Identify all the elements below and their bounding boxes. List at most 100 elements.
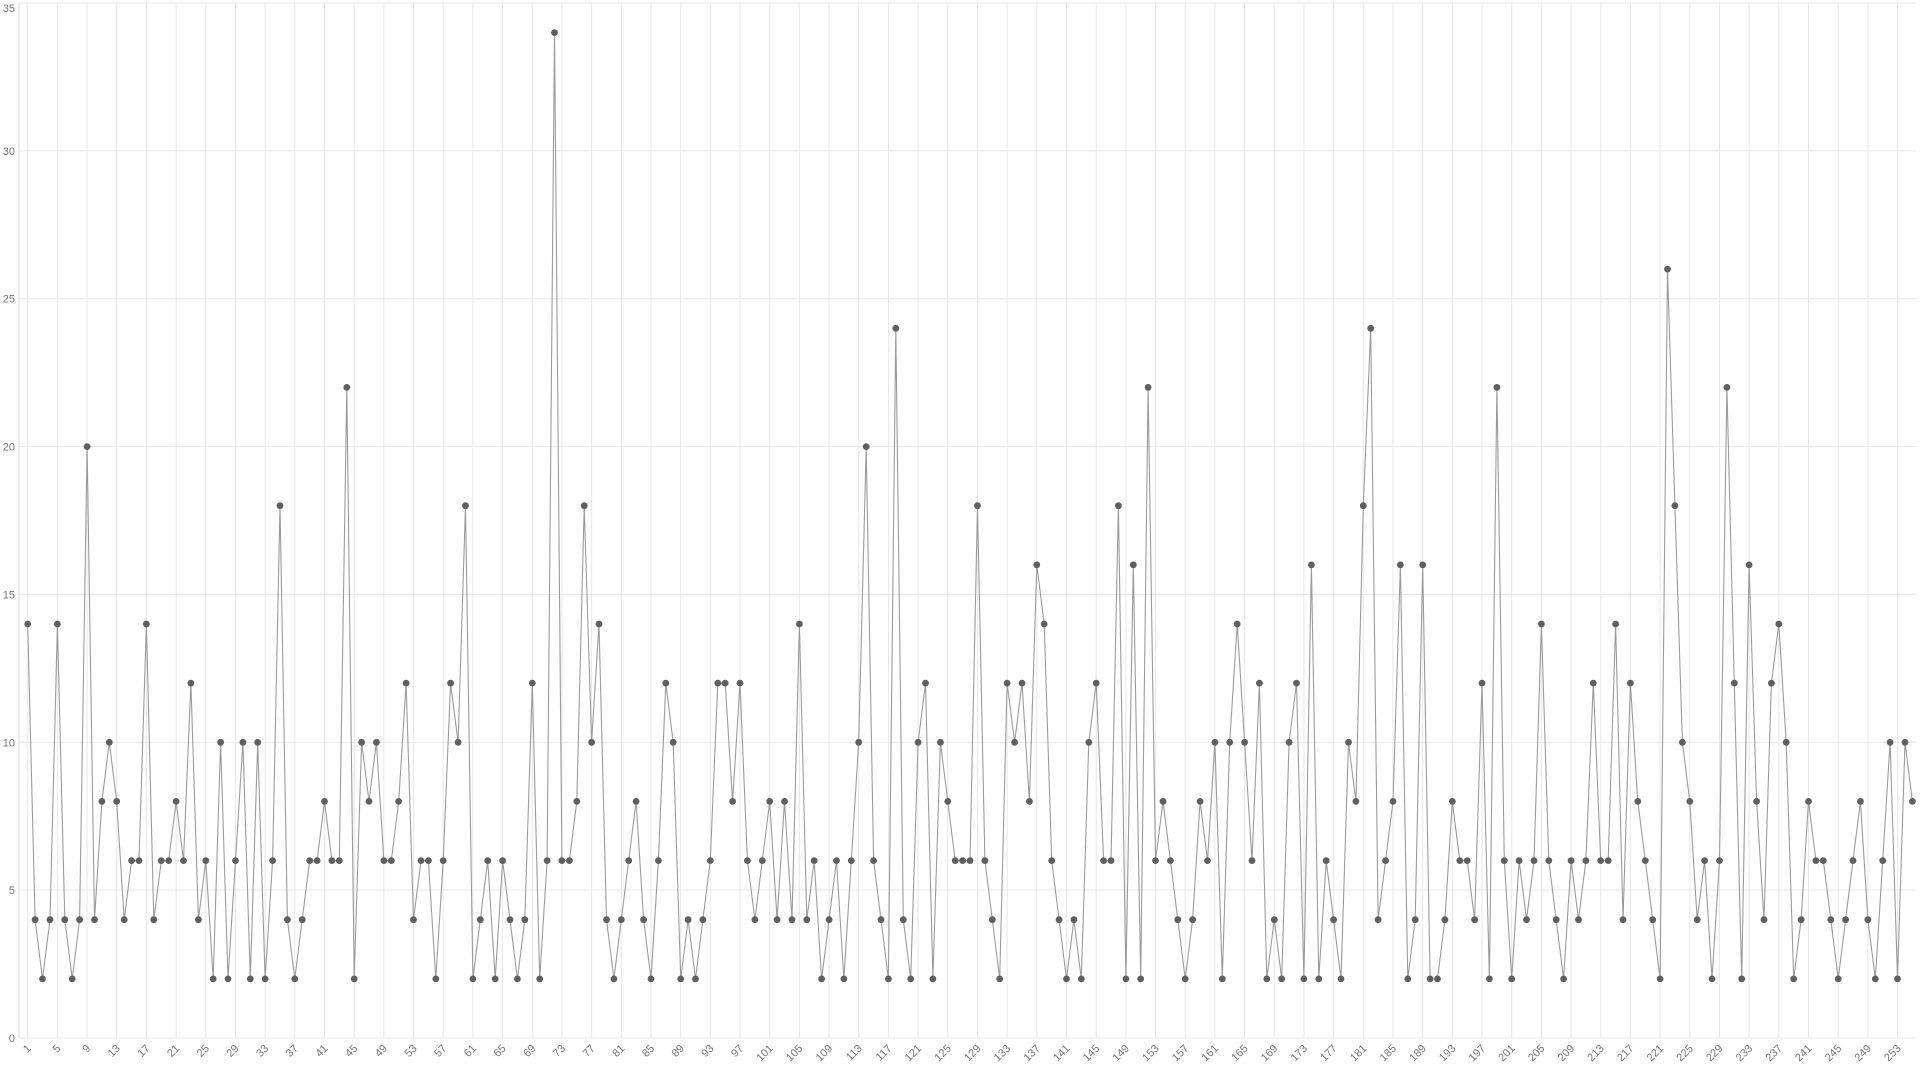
data-point: [1085, 738, 1093, 746]
data-point: [810, 857, 818, 864]
data-point: [1382, 857, 1389, 864]
data-point: [981, 857, 989, 864]
data-point: [1107, 857, 1115, 864]
data-point: [1248, 857, 1256, 864]
data-point: [692, 975, 699, 983]
data-point: [1871, 975, 1879, 983]
data-point: [328, 857, 336, 864]
data-point: [24, 620, 32, 628]
data-point: [365, 798, 373, 805]
data-point: [1167, 857, 1174, 864]
data-point: [76, 916, 83, 924]
data-point: [1448, 798, 1456, 805]
data-point: [1857, 798, 1864, 805]
data-point: [447, 679, 454, 687]
data-point: [551, 29, 558, 36]
data-point: [662, 679, 670, 687]
data-point: [892, 324, 900, 332]
data-point: [1441, 916, 1449, 924]
data-point: [781, 798, 788, 805]
data-point: [632, 798, 640, 805]
data-point: [1909, 798, 1916, 805]
data-point: [1790, 975, 1798, 983]
data-point: [840, 975, 848, 983]
data-point: [1834, 975, 1842, 983]
data-point: [1723, 384, 1731, 391]
data-point: [773, 916, 781, 924]
data-point: [387, 857, 395, 864]
data-point: [1671, 502, 1679, 510]
y-tick-label: 35: [3, 3, 15, 15]
data-point: [46, 916, 54, 924]
data-point: [39, 975, 46, 983]
data-point: [1819, 857, 1827, 864]
data-point: [1196, 798, 1204, 805]
data-point: [432, 975, 440, 983]
data-point: [291, 975, 299, 983]
data-point: [1315, 975, 1323, 983]
data-point: [1486, 975, 1493, 983]
data-point: [1612, 620, 1619, 628]
y-tick-label: 0: [9, 1033, 15, 1045]
data-point: [744, 857, 751, 864]
data-point: [1797, 916, 1805, 924]
data-point: [1322, 857, 1330, 864]
data-point: [766, 798, 774, 805]
data-point: [1538, 620, 1545, 628]
data-point: [1359, 502, 1367, 510]
data-point: [1159, 798, 1167, 805]
data-point: [536, 975, 544, 983]
data-point: [521, 916, 529, 924]
data-point: [937, 738, 944, 746]
data-point: [899, 916, 907, 924]
data-point: [410, 916, 417, 924]
data-point: [877, 916, 885, 924]
data-point: [855, 738, 863, 746]
data-point: [1730, 679, 1738, 687]
data-point: [1181, 975, 1189, 983]
data-point: [1115, 502, 1122, 510]
data-point: [870, 857, 877, 864]
data-point: [1293, 679, 1300, 687]
data-point: [907, 975, 915, 983]
data-point: [595, 620, 603, 628]
data-point: [128, 857, 136, 864]
data-point: [1204, 857, 1211, 864]
data-point: [1374, 916, 1382, 924]
data-point: [135, 857, 143, 864]
data-point: [1901, 738, 1909, 746]
data-point: [818, 975, 825, 983]
data-point: [1649, 916, 1657, 924]
data-point: [499, 857, 506, 864]
data-point: [1352, 798, 1360, 805]
data-point: [1152, 857, 1159, 864]
data-point: [1693, 916, 1701, 924]
data-point: [239, 738, 247, 746]
data-point: [647, 975, 655, 983]
data-point: [1226, 738, 1234, 746]
data-point: [1701, 857, 1708, 864]
data-point: [1627, 679, 1634, 687]
data-point: [669, 738, 677, 746]
data-point: [803, 916, 811, 924]
data-point: [959, 857, 966, 864]
data-point: [758, 857, 766, 864]
data-point: [543, 857, 551, 864]
data-point: [1137, 975, 1145, 983]
data-point: [462, 502, 469, 510]
data-point: [655, 857, 662, 864]
data-point: [1768, 679, 1775, 687]
data-point: [246, 975, 254, 983]
data-point: [944, 798, 952, 805]
data-point: [862, 443, 870, 450]
data-point: [417, 857, 425, 864]
data-point: [1560, 975, 1567, 983]
data-point: [1026, 798, 1033, 805]
data-point: [610, 975, 618, 983]
data-point: [1003, 679, 1011, 687]
data-point: [1478, 679, 1486, 687]
data-point: [996, 975, 1004, 983]
data-point: [1589, 679, 1597, 687]
data-point: [1070, 916, 1078, 924]
